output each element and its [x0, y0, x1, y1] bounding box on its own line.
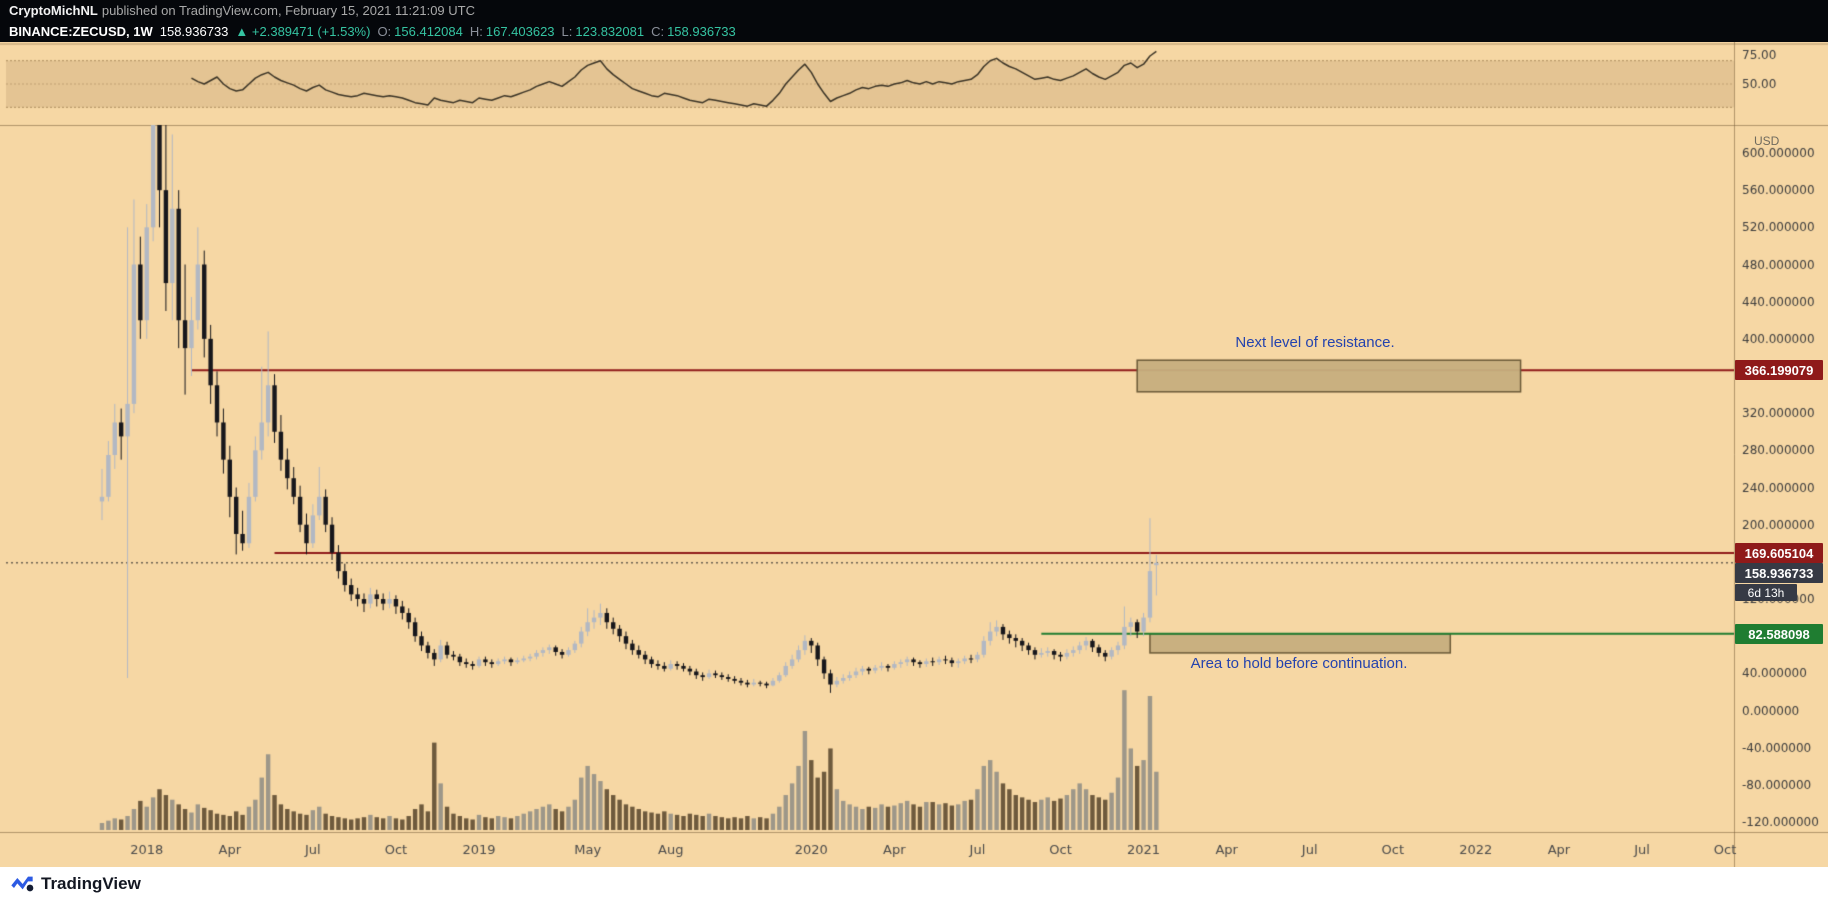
- support-annotation[interactable]: Area to hold before continuation.: [1190, 655, 1408, 672]
- currency-tag: USD: [1754, 134, 1780, 148]
- price-change: ▲ +2.389471 (+1.53%): [235, 24, 371, 39]
- close-label: C:: [651, 24, 665, 39]
- low-label: L:: [561, 24, 573, 39]
- high-value: 167.403623: [485, 24, 555, 39]
- publish-info: published on TradingView.com, February 1…: [101, 3, 475, 18]
- price-chart-canvas[interactable]: [0, 42, 1828, 867]
- price-label-resistance[interactable]: 366.199079: [1735, 360, 1823, 380]
- resistance-annotation[interactable]: Next level of resistance.: [1235, 334, 1395, 351]
- close-value: 158.936733: [667, 24, 736, 39]
- last-price-text: 158.936733: [159, 24, 229, 39]
- price-label-last_price[interactable]: 158.936733: [1735, 563, 1823, 583]
- price-label-countdown: 6d 13h: [1735, 584, 1797, 601]
- chart-area: USD 366.199079 169.605104 158.936733 6d …: [0, 42, 1828, 867]
- open-value: 156.412084: [394, 24, 463, 39]
- footer-brand: TradingView: [41, 873, 141, 893]
- symbol-title: BINANCE:ZECUSD, 1W: [9, 24, 153, 39]
- footer-bar: TradingView: [0, 867, 1828, 900]
- tradingview-logo[interactable]: [10, 874, 34, 894]
- high-label: H:: [469, 24, 483, 39]
- publish-bar: CryptoMichNL published on TradingView.co…: [0, 0, 1828, 21]
- price-label-minor_resistance[interactable]: 169.605104: [1735, 543, 1823, 563]
- open-label: O:: [377, 24, 392, 39]
- header-bars: CryptoMichNL published on TradingView.co…: [0, 0, 1828, 42]
- price-label-support[interactable]: 82.588098: [1735, 624, 1823, 644]
- author-name: CryptoMichNL: [9, 3, 98, 18]
- low-value: 123.832081: [575, 24, 645, 39]
- symbol-bar: BINANCE:ZECUSD, 1W 158.936733 ▲ +2.38947…: [0, 21, 1828, 42]
